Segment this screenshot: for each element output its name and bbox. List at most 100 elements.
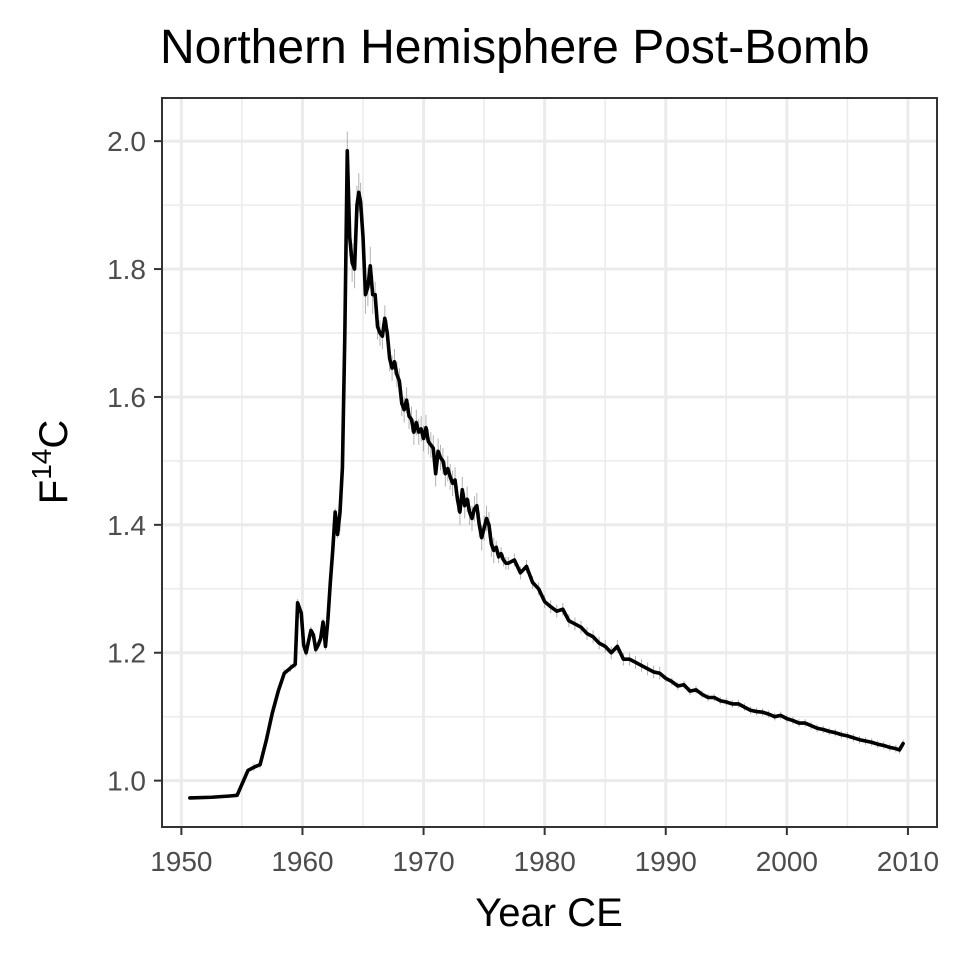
data-point [379, 332, 381, 334]
data-point [628, 658, 630, 660]
data-point [473, 508, 475, 510]
data-point [665, 677, 667, 679]
data-point [324, 645, 326, 647]
data-point [454, 479, 456, 481]
data-point [439, 457, 441, 459]
data-point [322, 621, 324, 623]
data-point [376, 325, 378, 327]
data-point [519, 572, 521, 574]
data-point [471, 517, 473, 519]
data-point [701, 693, 703, 695]
data-point [610, 652, 612, 654]
data-point [634, 661, 636, 663]
data-point [695, 689, 697, 691]
data-point [816, 727, 818, 729]
data-point [864, 740, 866, 742]
panel-background [162, 98, 937, 827]
data-point [358, 191, 360, 193]
data-point [265, 740, 267, 742]
data-point [398, 380, 400, 382]
panel-border [161, 97, 938, 828]
data-point [381, 335, 383, 337]
data-point [810, 724, 812, 726]
data-point [312, 634, 314, 636]
data-point [353, 268, 355, 270]
data-point [543, 600, 545, 602]
data-point [493, 549, 495, 551]
data-point [451, 482, 453, 484]
data-point [876, 743, 878, 745]
data-point [478, 524, 480, 526]
data-point [485, 517, 487, 519]
data-point [444, 472, 446, 474]
data-point [707, 696, 709, 698]
data-point [369, 265, 371, 267]
data-point [271, 712, 273, 714]
data-point [483, 527, 485, 529]
data-point [405, 399, 407, 401]
data-point [336, 533, 338, 535]
data-point [459, 511, 461, 513]
data-point [359, 201, 361, 203]
data-point [737, 703, 739, 705]
data-point [490, 543, 492, 545]
data-point [586, 632, 588, 634]
x-tick-label: 1980 [514, 846, 576, 877]
data-point [413, 431, 415, 433]
y-tick-label: 1.0 [107, 766, 146, 797]
data-point [798, 722, 800, 724]
data-point [713, 696, 715, 698]
data-point [339, 511, 341, 513]
data-point [513, 559, 515, 561]
data-point [456, 498, 458, 500]
x-tick-label: 1990 [635, 846, 697, 877]
data-point [449, 476, 451, 478]
data-point [476, 504, 478, 506]
chart-title: Northern Hemisphere Post-Bomb [160, 21, 870, 74]
data-point [828, 730, 830, 732]
data-point [677, 685, 679, 687]
data-point [374, 293, 376, 295]
data-point [683, 684, 685, 686]
data-point [408, 415, 410, 417]
data-point [568, 620, 570, 622]
y-tick-label: 2.0 [107, 126, 146, 157]
data-point [356, 204, 358, 206]
data-point [671, 680, 673, 682]
data-point [302, 644, 304, 646]
data-point [319, 637, 321, 639]
y-axis-title-base: F [32, 480, 76, 504]
data-point [616, 645, 618, 647]
data-point [393, 361, 395, 363]
data-point [840, 733, 842, 735]
grid-lines [162, 98, 937, 827]
axes: 1950 1960 1970 1980 1990 2000 2010 1.0 1.2 1.4 1.6… [107, 97, 939, 877]
data-point [401, 402, 403, 404]
data-point [505, 562, 507, 564]
plot-panel [162, 98, 937, 827]
data-point [229, 795, 231, 797]
data-point [442, 460, 444, 462]
data-point [689, 690, 691, 692]
data-point [253, 766, 255, 768]
data-point [468, 511, 470, 513]
data-point [767, 713, 769, 715]
data-point [725, 701, 727, 703]
data-point [574, 623, 576, 625]
data-point [652, 671, 654, 673]
data-point [434, 472, 436, 474]
data-point [834, 731, 836, 733]
data-point [294, 663, 296, 665]
data-point [430, 444, 432, 446]
data-point [289, 667, 291, 669]
data-point [247, 769, 249, 771]
data-point [774, 715, 776, 717]
y-tick-label: 1.6 [107, 382, 146, 413]
data-point [307, 640, 309, 642]
data-point [372, 293, 374, 295]
data-point [755, 710, 757, 712]
data-point [329, 581, 331, 583]
data-point [780, 714, 782, 716]
